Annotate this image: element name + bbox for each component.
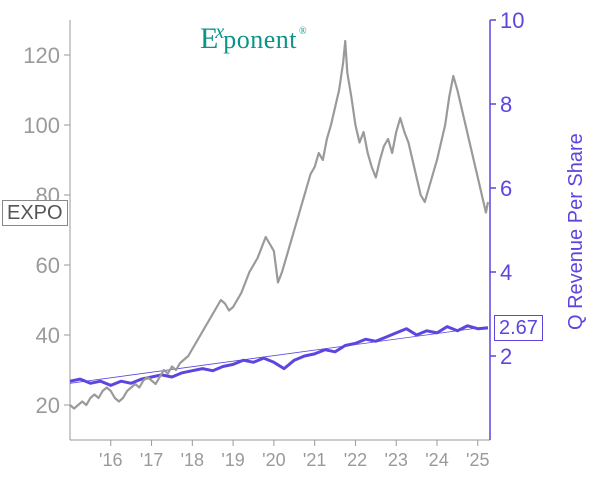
- company-logo: Exponent®: [200, 22, 305, 56]
- left-tick-label: 60: [36, 253, 60, 278]
- right-tick-label: 4: [500, 260, 512, 285]
- bottom-tick-label: '23: [384, 450, 407, 470]
- left-tick-label: 100: [23, 113, 60, 138]
- trend-line: [70, 327, 488, 384]
- bottom-tick-label: '18: [181, 450, 204, 470]
- bottom-tick-label: '19: [221, 450, 244, 470]
- stock-chart: 20406080100120246810'16'17'18'19'20'21'2…: [0, 0, 600, 500]
- left-tick-label: 20: [36, 393, 60, 418]
- bottom-tick-label: '20: [262, 450, 285, 470]
- bottom-tick-label: '25: [466, 450, 489, 470]
- current-value-label: 2.67: [494, 315, 543, 341]
- price-series: [70, 41, 488, 409]
- bottom-tick-label: '17: [140, 450, 163, 470]
- bottom-tick-label: '21: [303, 450, 326, 470]
- left-tick-label: 40: [36, 323, 60, 348]
- right-tick-label: 2: [500, 344, 512, 369]
- left-tick-label: 120: [23, 43, 60, 68]
- right-tick-label: 8: [500, 92, 512, 117]
- right-tick-label: 10: [500, 8, 524, 33]
- bottom-tick-label: '16: [99, 450, 122, 470]
- ticker-label: EXPO: [2, 200, 68, 226]
- right-tick-label: 6: [500, 176, 512, 201]
- bottom-tick-label: '22: [344, 450, 367, 470]
- chart-svg: 20406080100120246810'16'17'18'19'20'21'2…: [0, 0, 600, 500]
- bottom-tick-label: '24: [425, 450, 448, 470]
- right-axis-title: Q Revenue Per Share: [565, 133, 587, 330]
